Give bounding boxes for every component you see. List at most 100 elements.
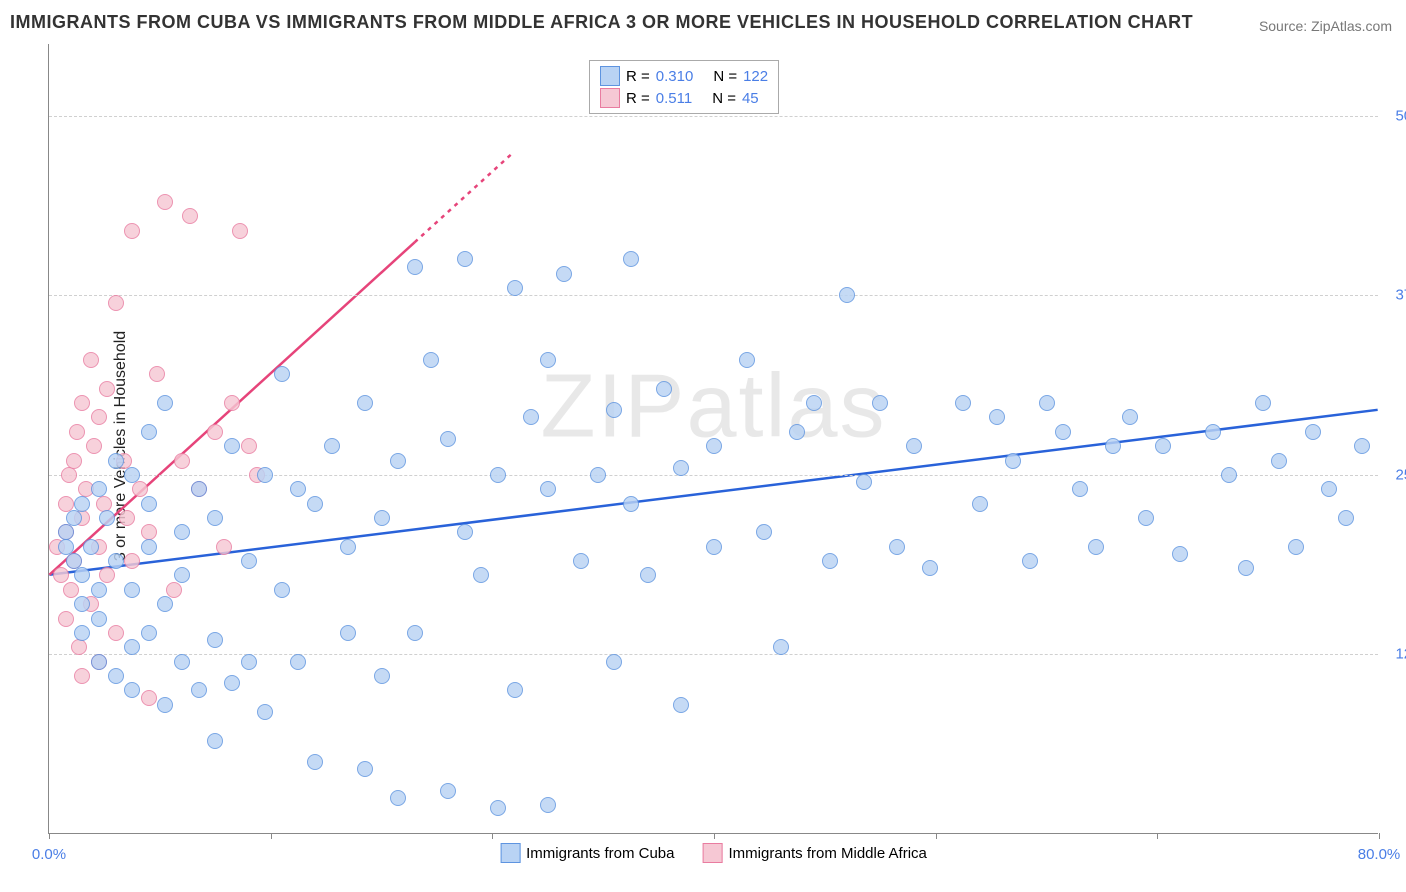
data-point (191, 481, 207, 497)
y-tick-label: 25.0% (1383, 466, 1406, 483)
data-point (606, 654, 622, 670)
data-point (108, 668, 124, 684)
data-point (124, 639, 140, 655)
n-label: N = (713, 68, 737, 85)
n-value: 122 (743, 68, 768, 85)
data-point (922, 560, 938, 576)
data-point (174, 453, 190, 469)
data-point (149, 366, 165, 382)
series-legend: Immigrants from Cuba Immigrants from Midd… (500, 843, 927, 863)
data-point (157, 395, 173, 411)
data-point (119, 510, 135, 526)
data-point (1172, 546, 1188, 562)
data-point (1039, 395, 1055, 411)
data-point (91, 582, 107, 598)
data-point (174, 567, 190, 583)
x-tick-mark (49, 833, 50, 839)
data-point (374, 510, 390, 526)
data-point (290, 654, 306, 670)
data-point (573, 553, 589, 569)
data-point (523, 409, 539, 425)
data-point (141, 496, 157, 512)
data-point (390, 790, 406, 806)
data-point (99, 381, 115, 397)
data-point (889, 539, 905, 555)
data-point (207, 510, 223, 526)
data-point (640, 567, 656, 583)
data-point (457, 251, 473, 267)
data-point (407, 625, 423, 641)
data-point (1221, 467, 1237, 483)
data-point (756, 524, 772, 540)
chart-title: IMMIGRANTS FROM CUBA VS IMMIGRANTS FROM … (10, 12, 1193, 33)
data-point (99, 567, 115, 583)
data-point (241, 654, 257, 670)
data-point (58, 611, 74, 627)
data-point (74, 395, 90, 411)
data-point (357, 395, 373, 411)
data-point (340, 539, 356, 555)
data-point (1088, 539, 1104, 555)
data-point (157, 596, 173, 612)
data-point (124, 682, 140, 698)
r-label: R = (626, 68, 650, 85)
data-point (69, 424, 85, 440)
data-point (1354, 438, 1370, 454)
data-point (241, 438, 257, 454)
data-point (174, 654, 190, 670)
data-point (773, 639, 789, 655)
data-point (290, 481, 306, 497)
data-point (1321, 481, 1337, 497)
data-point (989, 409, 1005, 425)
data-point (207, 632, 223, 648)
legend-swatch (600, 66, 620, 86)
data-point (673, 697, 689, 713)
data-point (74, 596, 90, 612)
data-point (174, 524, 190, 540)
data-point (83, 539, 99, 555)
data-point (224, 395, 240, 411)
data-point (61, 467, 77, 483)
data-point (91, 409, 107, 425)
x-tick-mark (936, 833, 937, 839)
legend-swatch (600, 88, 620, 108)
legend-item: Immigrants from Middle Africa (702, 843, 926, 863)
data-point (1022, 553, 1038, 569)
gridline-h (49, 295, 1378, 296)
data-point (124, 553, 140, 569)
data-point (507, 280, 523, 296)
data-point (1305, 424, 1321, 440)
data-point (490, 800, 506, 816)
data-point (673, 460, 689, 476)
x-tick-mark (492, 833, 493, 839)
r-label: R = (626, 90, 650, 107)
data-point (108, 553, 124, 569)
data-point (872, 395, 888, 411)
data-point (207, 424, 223, 440)
data-point (74, 625, 90, 641)
data-point (390, 453, 406, 469)
data-point (141, 625, 157, 641)
data-point (590, 467, 606, 483)
data-point (706, 539, 722, 555)
data-point (207, 733, 223, 749)
data-point (972, 496, 988, 512)
data-point (74, 567, 90, 583)
scatter-plot-area: ZIPatlas R =0.310N =122R =0.511N =45 Imm… (48, 44, 1378, 834)
legend-stat-row: R =0.310N =122 (600, 65, 768, 87)
data-point (74, 668, 90, 684)
data-point (1122, 409, 1138, 425)
data-point (74, 496, 90, 512)
data-point (91, 481, 107, 497)
data-point (108, 295, 124, 311)
data-point (556, 266, 572, 282)
y-tick-label: 50.0% (1383, 107, 1406, 124)
data-point (340, 625, 356, 641)
data-point (141, 539, 157, 555)
data-point (53, 567, 69, 583)
legend-label: Immigrants from Cuba (526, 845, 674, 862)
data-point (216, 539, 232, 555)
data-point (1138, 510, 1154, 526)
data-point (83, 352, 99, 368)
data-point (1238, 560, 1254, 576)
